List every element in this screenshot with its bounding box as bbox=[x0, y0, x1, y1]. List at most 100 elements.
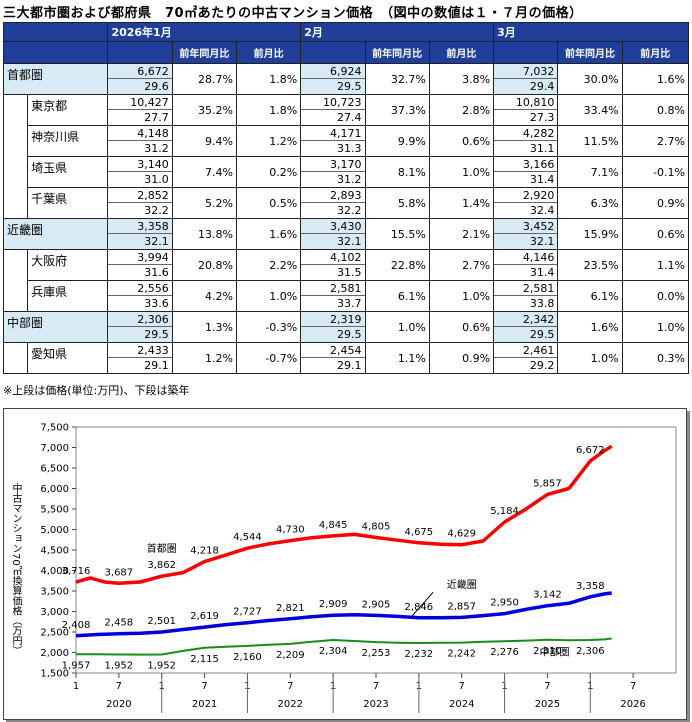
price-value: 10,810 bbox=[494, 95, 558, 110]
yoy-change: 9.4% bbox=[171, 125, 237, 157]
price-value: 3,358 bbox=[108, 219, 172, 234]
price-value: 10,723 bbox=[301, 95, 365, 110]
prefecture-name: 千葉県 bbox=[27, 187, 109, 219]
table-row: 愛知県 2,433 29.1 1.2% -0.7% 2,454 29.1 1.1% 0.9% 2,… bbox=[2, 342, 690, 374]
data-label: 6,672 bbox=[576, 445, 605, 456]
data-label: 5,857 bbox=[533, 478, 562, 489]
building-age-value: 27.3 bbox=[529, 111, 555, 124]
price-subheader bbox=[493, 41, 559, 64]
building-age-value: 31.1 bbox=[529, 142, 555, 155]
price-cell: 3,994 31.6 bbox=[107, 249, 173, 281]
yoy-change: 6.1% bbox=[557, 280, 623, 312]
y-tick-label: 1,500 bbox=[40, 669, 69, 680]
indent-cell bbox=[2, 249, 29, 281]
data-label: 2,115 bbox=[190, 654, 219, 665]
y-tick-label: 4,000 bbox=[40, 566, 69, 577]
data-label: 4,730 bbox=[276, 525, 305, 536]
data-label: 4,805 bbox=[362, 521, 391, 532]
price-value: 4,171 bbox=[301, 126, 365, 141]
price-cell: 2,893 32.2 bbox=[300, 187, 366, 219]
building-age-value: 27.7 bbox=[144, 111, 169, 124]
x-tick-label: 7 bbox=[544, 681, 550, 692]
table-row: 千葉県 2,852 32.2 5.2% 0.5% 2,893 32.2 5.8% 1.4% 2,9… bbox=[2, 187, 690, 219]
price-value: 3,452 bbox=[494, 219, 558, 234]
data-label: 3,862 bbox=[147, 560, 176, 571]
yoy-change: 1.6% bbox=[557, 311, 623, 343]
mom-change: 0.8% bbox=[621, 94, 690, 126]
year-label: 2025 bbox=[535, 699, 560, 710]
building-age-value: 32.1 bbox=[529, 235, 555, 248]
yoy-change: 7.4% bbox=[171, 156, 237, 188]
price-value: 7,032 bbox=[494, 64, 558, 79]
price-cell: 2,920 32.4 bbox=[493, 187, 559, 219]
price-cell: 4,146 31.4 bbox=[493, 249, 559, 281]
price-value: 2,852 bbox=[108, 188, 172, 203]
yoy-change: 1.0% bbox=[557, 342, 623, 374]
price-cell: 3,140 31.0 bbox=[107, 156, 173, 188]
data-label: 2,276 bbox=[490, 647, 519, 658]
indent-cell bbox=[2, 156, 29, 188]
data-label: 2,501 bbox=[147, 616, 176, 627]
table-row: 首都圏 6,672 29.6 28.7% 1.8% 6,924 29.5 32.7% 3.8% 7… bbox=[2, 63, 690, 95]
data-label: 2,408 bbox=[62, 620, 91, 631]
mom-change: -0.7% bbox=[235, 342, 302, 374]
price-cell: 2,454 29.1 bbox=[300, 342, 366, 374]
yoy-subheader: 前年同月比 bbox=[171, 41, 237, 64]
table-row: 東京都 10,427 27.7 35.2% 1.8% 10,723 27.4 37.3% 2.8… bbox=[2, 94, 690, 126]
table-row: 神奈川県 4,148 31.2 9.4% 1.2% 4,171 31.3 9.9% 0.6% 4,… bbox=[2, 125, 690, 157]
price-subheader bbox=[107, 41, 173, 64]
corner-subheader bbox=[2, 41, 109, 64]
prefecture-name: 埼玉県 bbox=[27, 156, 109, 188]
price-value: 2,581 bbox=[301, 281, 365, 296]
x-tick-label: 7 bbox=[287, 681, 293, 692]
yoy-change: 1.1% bbox=[364, 342, 430, 374]
price-cell: 2,461 29.2 bbox=[493, 342, 559, 374]
price-value: 2,581 bbox=[494, 281, 558, 296]
yoy-change: 1.2% bbox=[171, 342, 237, 374]
year-label: 2024 bbox=[449, 699, 474, 710]
price-cell: 3,166 31.4 bbox=[493, 156, 559, 188]
mom-subheader: 前月比 bbox=[621, 41, 690, 64]
mom-change: 0.2% bbox=[235, 156, 302, 188]
yoy-change: 4.2% bbox=[171, 280, 237, 312]
mom-change: 1.4% bbox=[428, 187, 495, 219]
yoy-subheader: 前年同月比 bbox=[364, 41, 430, 64]
x-tick-label: 7 bbox=[459, 681, 465, 692]
data-label: 3,142 bbox=[533, 590, 562, 601]
table-row: 中部圏 2,306 29.5 1.3% -0.3% 2,319 29.5 1.0% 0.6% 2,… bbox=[2, 311, 690, 343]
region-name: 中部圏 bbox=[2, 311, 109, 343]
mom-change: 1.0% bbox=[621, 311, 690, 343]
price-cell: 2,306 29.5 bbox=[107, 311, 173, 343]
series-label-chubu: 中部圏 bbox=[540, 645, 570, 658]
table-note: ※上段は価格(単位:万円)、下段は築年 bbox=[3, 384, 190, 397]
price-value: 10,427 bbox=[108, 95, 172, 110]
chart-svg: 1,500 2,000 2,500 3,000 3,500 4,000 4,500 5,000… bbox=[40, 423, 677, 713]
mom-change: 2.1% bbox=[428, 218, 495, 250]
mom-change: 0.9% bbox=[621, 187, 690, 219]
yoy-change: 15.9% bbox=[557, 218, 623, 250]
yoy-change: 6.3% bbox=[557, 187, 623, 219]
data-label: 1,952 bbox=[105, 660, 134, 671]
building-age-value: 31.3 bbox=[337, 142, 362, 155]
price-cell: 3,452 32.1 bbox=[493, 218, 559, 250]
building-age-value: 32.1 bbox=[144, 235, 169, 248]
yoy-change: 22.8% bbox=[364, 249, 430, 281]
series-line-1 bbox=[75, 591, 612, 638]
price-value: 2,893 bbox=[301, 188, 365, 203]
mom-change: 0.3% bbox=[621, 342, 690, 374]
price-value: 3,170 bbox=[301, 157, 365, 172]
mom-change: 0.6% bbox=[621, 218, 690, 250]
mom-change: 0.5% bbox=[235, 187, 302, 219]
price-value: 2,454 bbox=[301, 343, 365, 358]
corner-header bbox=[2, 22, 109, 42]
price-value: 2,306 bbox=[108, 312, 172, 327]
prefecture-name: 愛知県 bbox=[27, 342, 109, 374]
region-name: 首都圏 bbox=[2, 63, 109, 95]
price-value: 2,319 bbox=[301, 312, 365, 327]
mom-subheader: 前月比 bbox=[428, 41, 495, 64]
data-label: 2,619 bbox=[190, 611, 219, 622]
yoy-change: 11.5% bbox=[557, 125, 623, 157]
mom-change: 2.8% bbox=[428, 94, 495, 126]
x-tick-label: 7 bbox=[116, 681, 122, 692]
mom-change: 1.8% bbox=[235, 94, 302, 126]
